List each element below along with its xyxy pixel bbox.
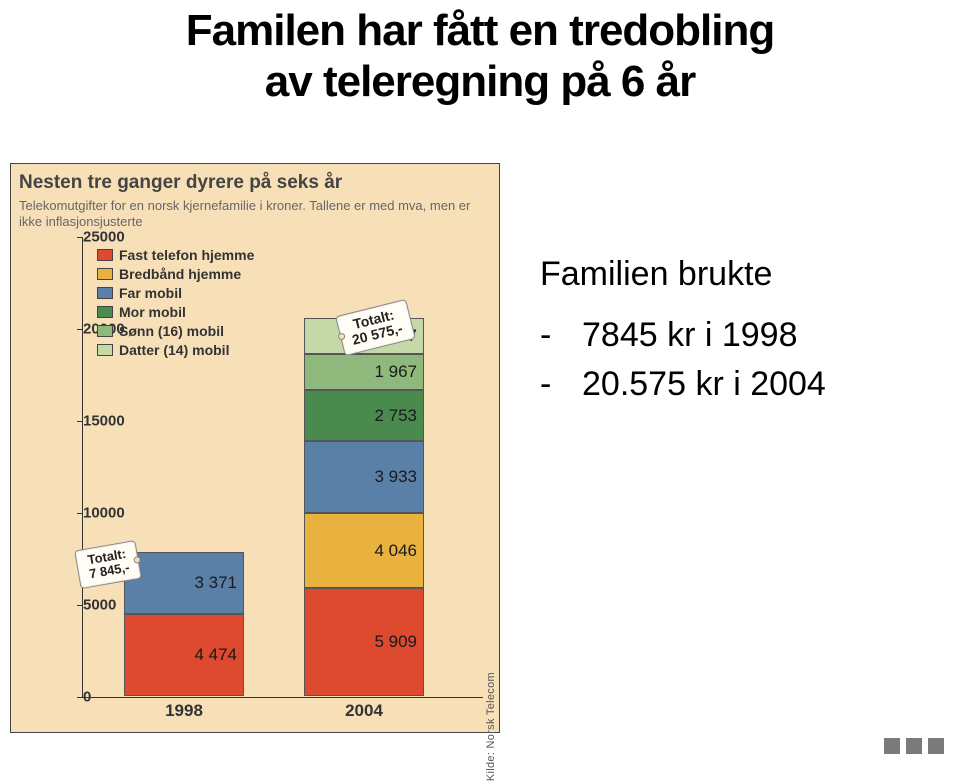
slide-dots xyxy=(884,738,944,754)
bullet-dash: - xyxy=(540,365,554,404)
bar-segment-label: 3 933 xyxy=(374,467,417,487)
bar-segment-bredband: 4 046 xyxy=(304,513,424,587)
chart-container: Nesten tre ganger dyrere på seks år Tele… xyxy=(10,163,500,733)
bullet-dash: - xyxy=(540,316,554,355)
slide-dot xyxy=(906,738,922,754)
legend-swatch xyxy=(97,249,113,261)
side-text-block: Familien brukte -7845 kr i 1998-20.575 k… xyxy=(540,255,940,414)
legend-swatch xyxy=(97,344,113,356)
bullet-text: 20.575 kr i 2004 xyxy=(582,365,826,404)
side-bullet-row: -20.575 kr i 2004 xyxy=(540,365,940,404)
bar-segment-fast: 4 474 xyxy=(124,614,244,696)
chart-source: Kilde: Norsk Telecom xyxy=(485,672,497,781)
legend-swatch xyxy=(97,306,113,318)
chart-plot-area: 0500010000150002000025000Fast telefon hj… xyxy=(19,237,491,725)
side-heading: Familien brukte xyxy=(540,255,940,294)
legend-swatch xyxy=(97,287,113,299)
slide-title-line1: Familen har fått en tredobling xyxy=(10,6,950,57)
bar-segment-far: 3 371 xyxy=(124,552,244,614)
bar-segment-label: 4 474 xyxy=(194,645,237,665)
bar-segment-label: 5 909 xyxy=(374,632,417,652)
legend-swatch xyxy=(97,268,113,280)
bar-segment-label: 3 371 xyxy=(194,573,237,593)
bar-segment-sonn: 1 967 xyxy=(304,354,424,390)
bar-segment-label: 2 753 xyxy=(374,406,417,426)
bar-segment-mor: 2 753 xyxy=(304,390,424,441)
side-bullet-row: -7845 kr i 1998 xyxy=(540,316,940,355)
slide-dot xyxy=(928,738,944,754)
legend-swatch xyxy=(97,325,113,337)
bar-segment-label: 1 967 xyxy=(374,362,417,382)
y-axis xyxy=(82,237,83,697)
bar-segment-fast: 5 909 xyxy=(304,588,424,697)
x-category-label: 2004 xyxy=(304,701,424,721)
tag-hole-icon xyxy=(337,331,345,339)
slide-title-line2: av teleregning på 6 år xyxy=(10,57,950,108)
bar-column: 4 474 3 371 xyxy=(124,237,244,697)
bullet-text: 7845 kr i 1998 xyxy=(582,316,798,355)
chart-subtitle: Telekomutgifter for en norsk kjernefamil… xyxy=(19,198,491,231)
x-axis xyxy=(82,697,483,698)
chart-title: Nesten tre ganger dyrere på seks år xyxy=(19,172,491,194)
slide-title: Familen har fått en tredobling av telere… xyxy=(10,6,950,107)
slide-dot xyxy=(884,738,900,754)
bar-segment-label: 4 046 xyxy=(374,541,417,561)
x-category-label: 1998 xyxy=(124,701,244,721)
bar-segment-far: 3 933 xyxy=(304,441,424,513)
